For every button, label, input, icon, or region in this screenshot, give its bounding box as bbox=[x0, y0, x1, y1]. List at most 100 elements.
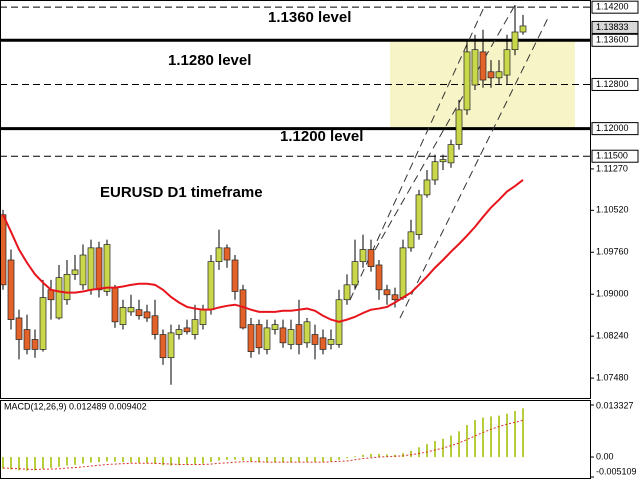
candle-body bbox=[151, 315, 159, 335]
candle-body bbox=[95, 247, 103, 291]
candle-body bbox=[375, 264, 383, 291]
candle-body bbox=[167, 332, 175, 359]
last-price-box bbox=[591, 20, 639, 34]
candle-body bbox=[303, 321, 311, 344]
macd-signal bbox=[2, 419, 524, 471]
candle-body bbox=[231, 259, 239, 292]
level-label-box bbox=[591, 149, 639, 163]
annotation: 1.1360 level bbox=[268, 9, 351, 26]
candle-body bbox=[127, 307, 135, 313]
candle-body bbox=[383, 289, 391, 296]
candle-body bbox=[79, 254, 87, 286]
candle-body bbox=[255, 324, 263, 349]
annotation: 1.1200 level bbox=[280, 128, 363, 145]
candle-body bbox=[471, 49, 479, 86]
candle-body bbox=[271, 324, 279, 330]
candle-body bbox=[223, 247, 231, 261]
candle-body bbox=[343, 284, 351, 301]
channel-line bbox=[399, 17, 549, 319]
candle-body bbox=[407, 231, 415, 249]
level-label: 1.12000 bbox=[596, 123, 629, 133]
candle-body bbox=[447, 144, 455, 164]
candle-body bbox=[431, 161, 439, 181]
candle-body bbox=[7, 259, 15, 320]
candle-body bbox=[503, 49, 511, 76]
candle-body bbox=[279, 327, 287, 344]
candle-body bbox=[175, 329, 183, 335]
y-tick-label: 1.11270 bbox=[596, 163, 628, 173]
candle-body bbox=[159, 334, 167, 359]
candle-body bbox=[87, 247, 95, 291]
level-label: 1.12800 bbox=[596, 79, 629, 89]
candle-body bbox=[391, 294, 399, 301]
levels bbox=[0, 6, 590, 157]
candle-body bbox=[183, 327, 191, 333]
candle-body bbox=[479, 51, 487, 81]
candle-body bbox=[319, 337, 327, 350]
candle-body bbox=[519, 25, 527, 33]
candle-body bbox=[327, 339, 335, 345]
price-axis: 1.11270 1.10520 1.09760 1.09000 1.08240 1.074… bbox=[590, 0, 639, 478]
candle-body bbox=[295, 324, 303, 345]
candle-body bbox=[15, 317, 23, 340]
channel-line bbox=[374, 4, 516, 251]
candle-body bbox=[215, 247, 223, 263]
candle-body bbox=[111, 287, 119, 323]
level-label-box bbox=[591, 33, 639, 47]
level-label: 1.14200 bbox=[596, 2, 629, 12]
candle-body bbox=[143, 311, 151, 319]
candle-body bbox=[455, 109, 463, 145]
candle-body bbox=[239, 289, 247, 329]
candle-body bbox=[367, 249, 375, 267]
macd-pane-border bbox=[0, 400, 591, 479]
candle-body bbox=[287, 329, 295, 345]
ma-line bbox=[2, 179, 524, 323]
candle-body bbox=[415, 194, 423, 235]
y-tick-label: 0.00 bbox=[596, 451, 614, 461]
y-tick-label: 1.09000 bbox=[596, 289, 629, 299]
candle-body bbox=[399, 247, 407, 298]
candle-body bbox=[199, 309, 207, 325]
candle-body bbox=[423, 179, 431, 196]
candle-body bbox=[351, 261, 359, 286]
candle-body bbox=[39, 297, 47, 350]
y-tick-label: 1.08240 bbox=[596, 331, 629, 341]
candle-body bbox=[191, 319, 199, 335]
main-pane-border bbox=[0, 0, 591, 399]
y-tick-label: 0.013327 bbox=[596, 400, 634, 410]
macd-pane bbox=[2, 408, 524, 471]
candle-body bbox=[311, 334, 319, 345]
candle-body bbox=[135, 309, 143, 317]
candle-body bbox=[71, 269, 79, 275]
level-label-box bbox=[591, 0, 639, 14]
candle-body bbox=[463, 51, 471, 111]
moving-average bbox=[2, 179, 524, 323]
macd-label: MACD(12,26,9) 0.012489 0.009402 bbox=[4, 401, 147, 411]
y-tick-label: 1.07480 bbox=[596, 373, 629, 383]
candle-body bbox=[55, 277, 63, 319]
candle-body bbox=[247, 324, 255, 352]
level-label-box bbox=[591, 122, 639, 136]
candle-body bbox=[23, 329, 31, 350]
last-price-label: 1.13833 bbox=[596, 22, 629, 32]
candle-body bbox=[119, 307, 127, 325]
candle-body bbox=[31, 339, 39, 350]
candle-body bbox=[439, 159, 447, 163]
candle-body bbox=[511, 31, 519, 51]
candle-body bbox=[47, 289, 55, 301]
level-label-box bbox=[591, 77, 639, 91]
candle-body bbox=[263, 327, 271, 350]
annotation: EURUSD D1 timeframe bbox=[100, 184, 263, 201]
level-label: 1.13600 bbox=[596, 35, 629, 45]
level-label: 1.11500 bbox=[596, 151, 628, 161]
y-tick-label: 1.10520 bbox=[596, 205, 629, 215]
candle-body bbox=[207, 261, 215, 311]
candle-body bbox=[487, 71, 495, 79]
candle-body bbox=[495, 71, 503, 79]
y-tick-label: -0.005109 bbox=[596, 466, 637, 476]
candle-body bbox=[103, 244, 111, 292]
candle-body bbox=[63, 273, 71, 301]
y-tick-label: 1.09760 bbox=[596, 247, 629, 257]
annotation: 1.1280 level bbox=[168, 52, 251, 69]
